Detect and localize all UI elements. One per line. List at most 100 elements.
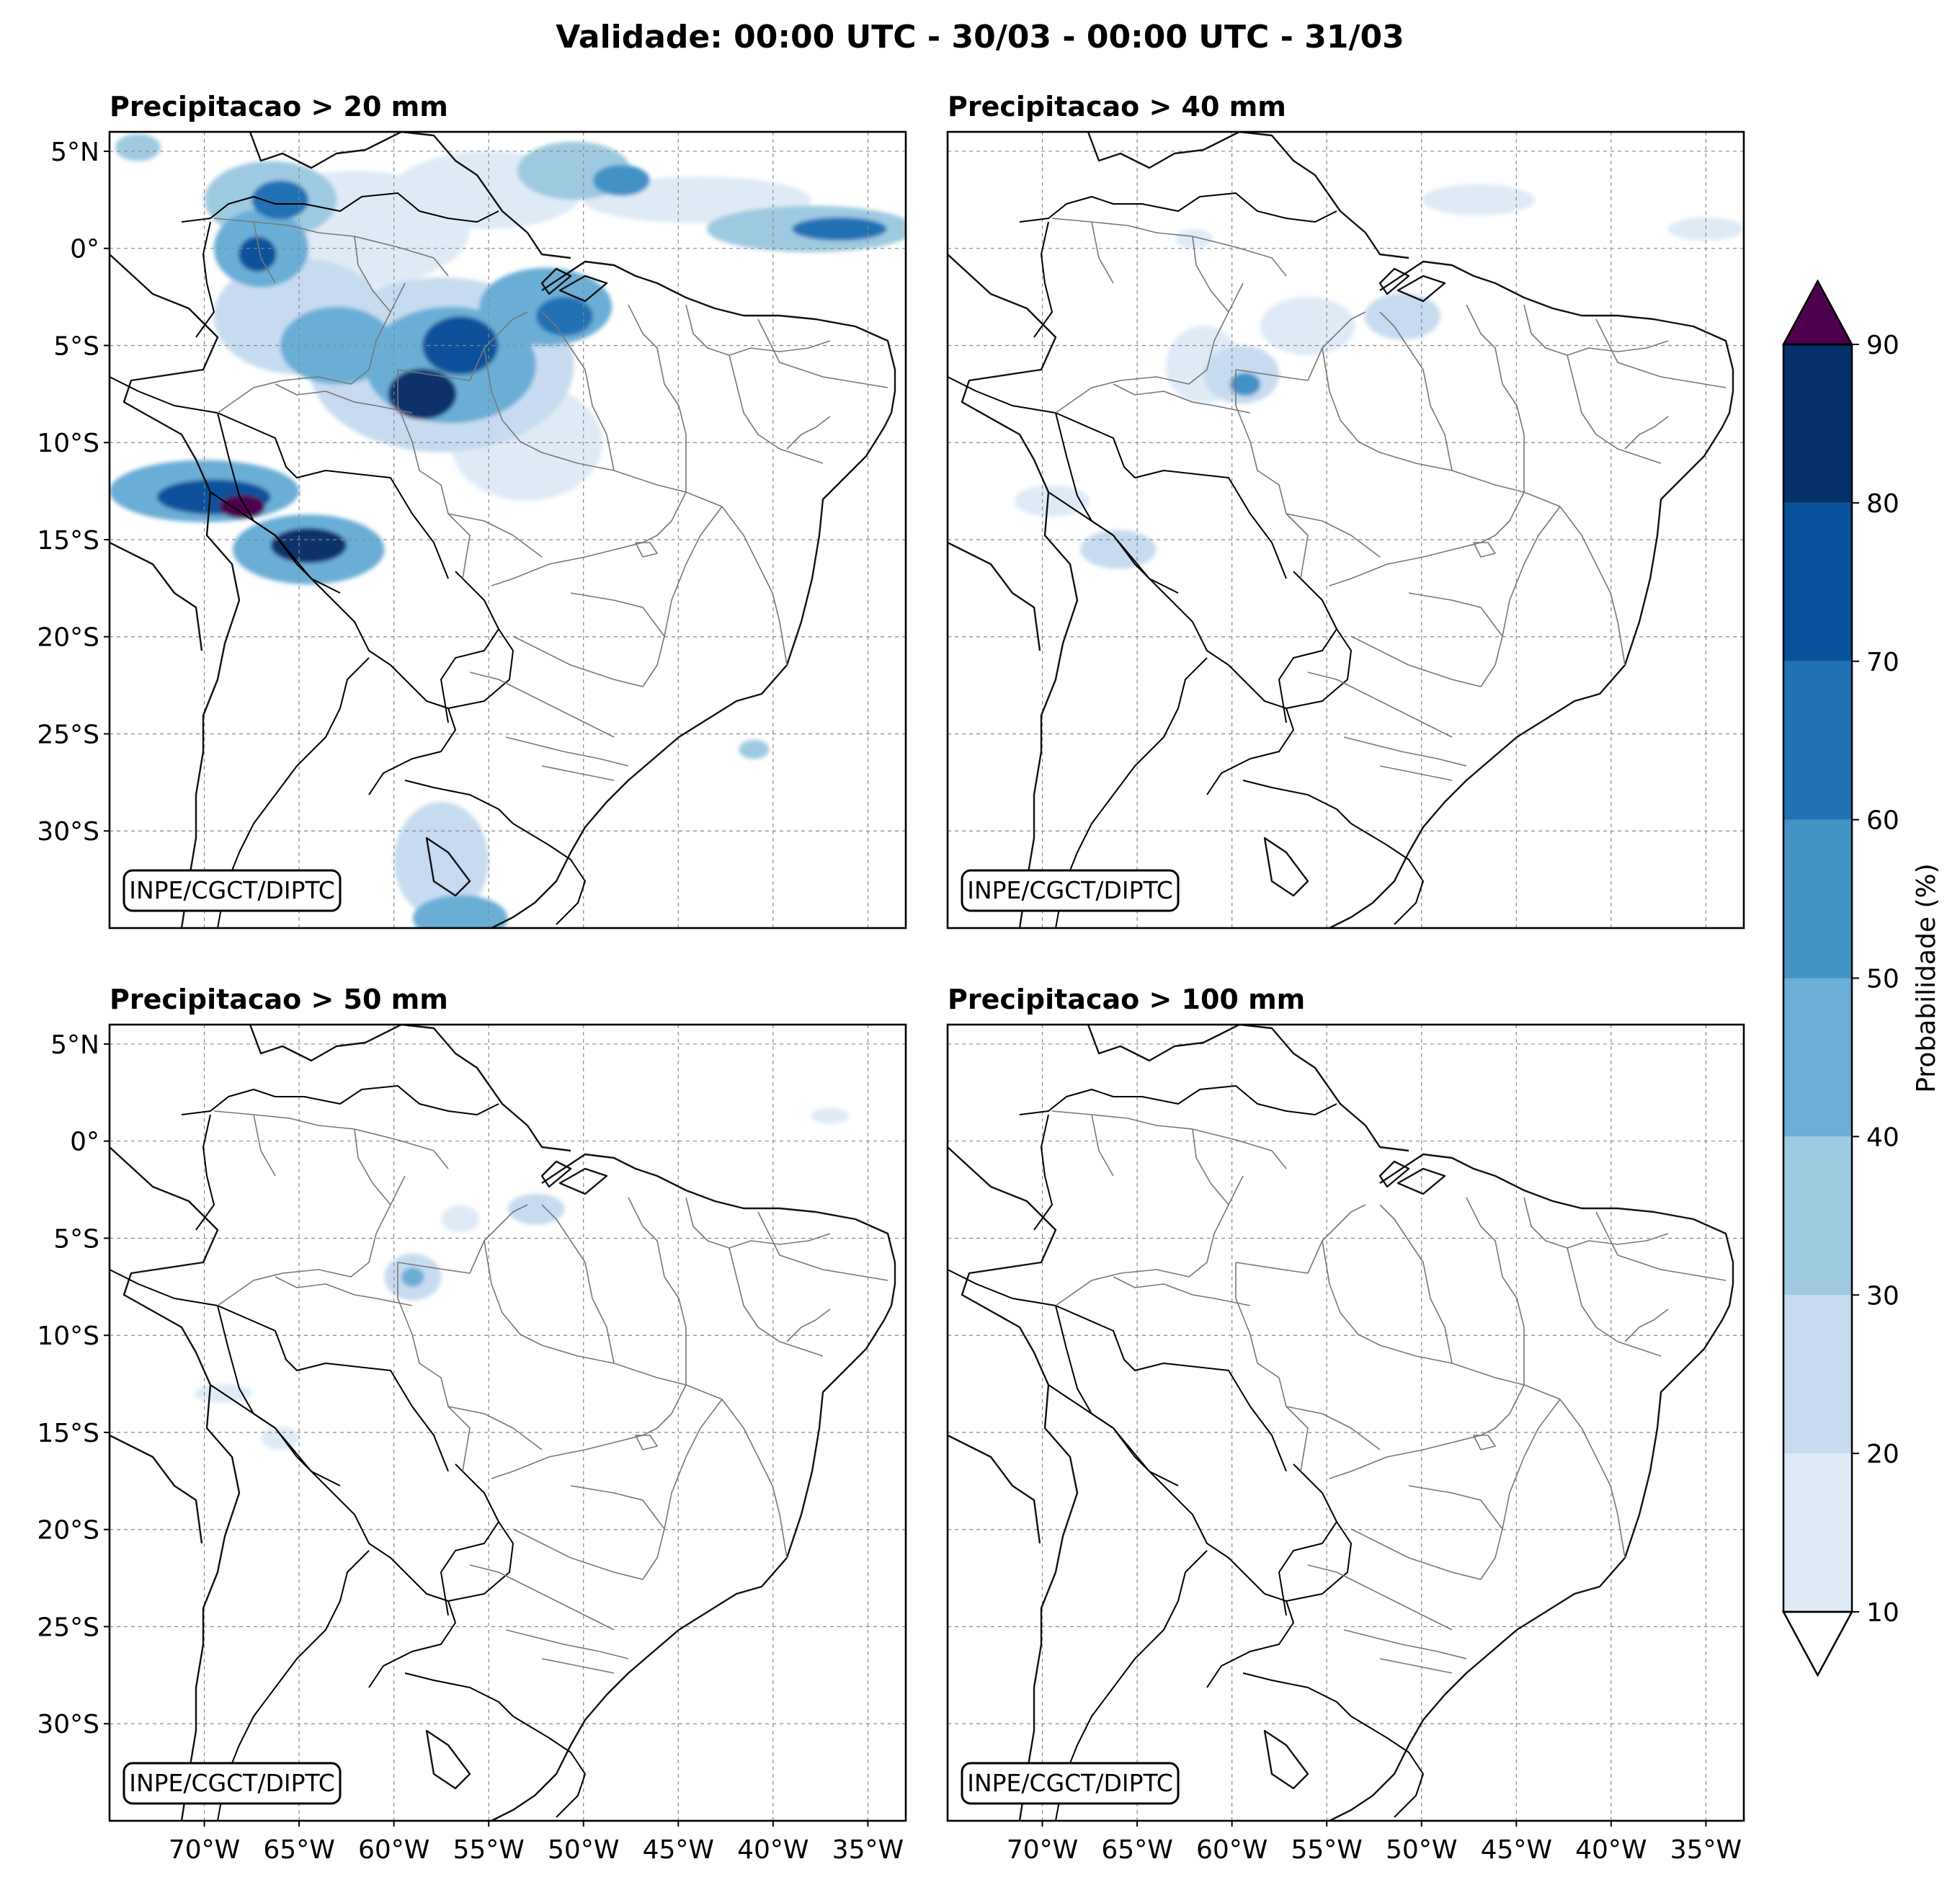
colorbar-segment: [1783, 344, 1852, 503]
lat-tick-label: 5°N: [50, 138, 99, 167]
probability-field: [110, 133, 906, 928]
colorbar-tick-label: 10: [1866, 1598, 1899, 1628]
lat-tick-label: 10°S: [37, 1321, 99, 1351]
probability-area: [261, 1426, 300, 1450]
lat-tick-label: 5°N: [50, 1030, 99, 1060]
panel-frame: [108, 130, 907, 929]
credit-label: INPE/CGCT/DIPTC: [129, 1769, 335, 1797]
probability-area: [388, 368, 457, 419]
lon-tick-label: 50°W: [548, 1835, 619, 1865]
credit-label: INPE/CGCT/DIPTC: [967, 876, 1173, 904]
lon-tick-label: 55°W: [453, 1835, 524, 1865]
probability-area: [507, 1193, 565, 1225]
lat-tick-label: 30°S: [37, 817, 99, 847]
colorbar-tick-label: 30: [1866, 1281, 1899, 1311]
basemap-outlines: [948, 132, 1734, 928]
probability-area: [1175, 228, 1213, 249]
credit-box: [122, 869, 342, 912]
probability-area: [1080, 530, 1157, 569]
map-panel-3: [110, 1025, 906, 1821]
basemap-outlines: [110, 1025, 896, 1821]
colorbar-tick-label: 70: [1866, 648, 1899, 677]
probability-area: [412, 895, 508, 928]
lat-tick-label: 5°S: [53, 1224, 99, 1254]
probability-area: [115, 133, 161, 161]
colorbar-tick-label: 60: [1866, 806, 1899, 836]
colorbar-tick-label: 20: [1866, 1440, 1899, 1469]
probability-field: [1014, 184, 1744, 569]
lat-tick-label: 5°S: [53, 331, 99, 361]
colorbar-segment: [1783, 1453, 1852, 1612]
lat-tick-label: 15°S: [37, 526, 99, 556]
lon-tick-label: 40°W: [737, 1835, 808, 1865]
map-panel-4: [948, 1025, 1744, 1821]
probability-area: [592, 164, 650, 196]
credit-box: [961, 869, 1180, 912]
probability-area: [1421, 184, 1536, 215]
colorbar-segment: [1783, 1136, 1852, 1296]
colorbar-tick-label: 50: [1866, 965, 1899, 994]
credit-box: [122, 1762, 342, 1805]
lon-tick-label: 35°W: [832, 1835, 904, 1865]
lon-tick-label: 65°W: [263, 1835, 334, 1865]
colorbar-segment: [1783, 502, 1852, 661]
probability-area: [441, 1205, 480, 1233]
probability-area: [811, 1107, 850, 1124]
map-panel-1: [110, 132, 906, 928]
panel-title-1: Precipitacao > 20 mm: [110, 91, 448, 122]
probability-area: [238, 236, 277, 272]
probability-area: [1230, 373, 1261, 396]
lon-tick-label: 50°W: [1386, 1835, 1457, 1865]
probability-area: [739, 739, 770, 759]
lon-tick-label: 60°W: [1196, 1835, 1268, 1865]
credit-label: INPE/CGCT/DIPTC: [967, 1769, 1173, 1797]
basemap-outlines: [948, 1025, 1734, 1821]
lat-tick-label: 25°S: [37, 720, 99, 749]
probability-area: [1260, 297, 1355, 355]
lon-tick-label: 70°W: [169, 1835, 240, 1865]
lon-tick-label: 45°W: [643, 1835, 714, 1865]
panel-title-3: Precipitacao > 50 mm: [110, 984, 448, 1015]
gridlines: [110, 1025, 906, 1821]
probability-area: [1364, 293, 1441, 340]
colorbar-segment: [1783, 1295, 1852, 1454]
probability-field: [195, 1107, 850, 1450]
colorbar-tick-label: 80: [1866, 489, 1899, 519]
probability-area: [535, 297, 593, 336]
lon-tick-label: 65°W: [1101, 1835, 1172, 1865]
probability-area: [219, 494, 265, 519]
panel-frame: [946, 130, 1745, 929]
lon-tick-label: 70°W: [1007, 1835, 1078, 1865]
probability-area: [251, 180, 309, 220]
panel-frame: [108, 1023, 907, 1822]
colorbar-label: Probabilidade (%): [1912, 863, 1941, 1093]
probability-area: [1014, 485, 1090, 517]
lat-tick-label: 15°S: [37, 1419, 99, 1448]
map-panel-2: [948, 132, 1744, 928]
colorbar: 10 20 30 40 50 60 70 80 90 Probabilidade (%): [1781, 279, 1941, 1677]
probability-area: [401, 1267, 424, 1287]
gridlines: [948, 132, 1744, 928]
credit-box: [961, 1762, 1180, 1805]
colorbar-tick-label: 90: [1866, 331, 1899, 360]
colorbar-segment: [1783, 978, 1852, 1137]
figure-title: Validade: 00:00 UTC - 30/03 - 00:00 UTC …: [556, 19, 1404, 55]
credit-label: INPE/CGCT/DIPTC: [129, 876, 335, 904]
colorbar-tick-label: 40: [1866, 1123, 1899, 1152]
colorbar-segment: [1783, 819, 1852, 978]
panel-frame: [946, 1023, 1745, 1822]
lat-tick-label: 25°S: [37, 1613, 99, 1642]
lat-tick-label: 20°S: [37, 1516, 99, 1546]
lat-tick-label: 30°S: [37, 1710, 99, 1739]
lon-tick-label: 60°W: [358, 1835, 429, 1865]
lon-tick-label: 55°W: [1291, 1835, 1362, 1865]
gridlines: [948, 1025, 1744, 1821]
colorbar-over-arrow: [1781, 279, 1854, 346]
lat-tick-label: 0°: [70, 235, 99, 264]
lon-tick-label: 45°W: [1481, 1835, 1552, 1865]
lon-tick-label: 35°W: [1670, 1835, 1742, 1865]
lat-tick-label: 20°S: [37, 623, 99, 653]
panel-title-2: Precipitacao > 40 mm: [948, 91, 1286, 122]
